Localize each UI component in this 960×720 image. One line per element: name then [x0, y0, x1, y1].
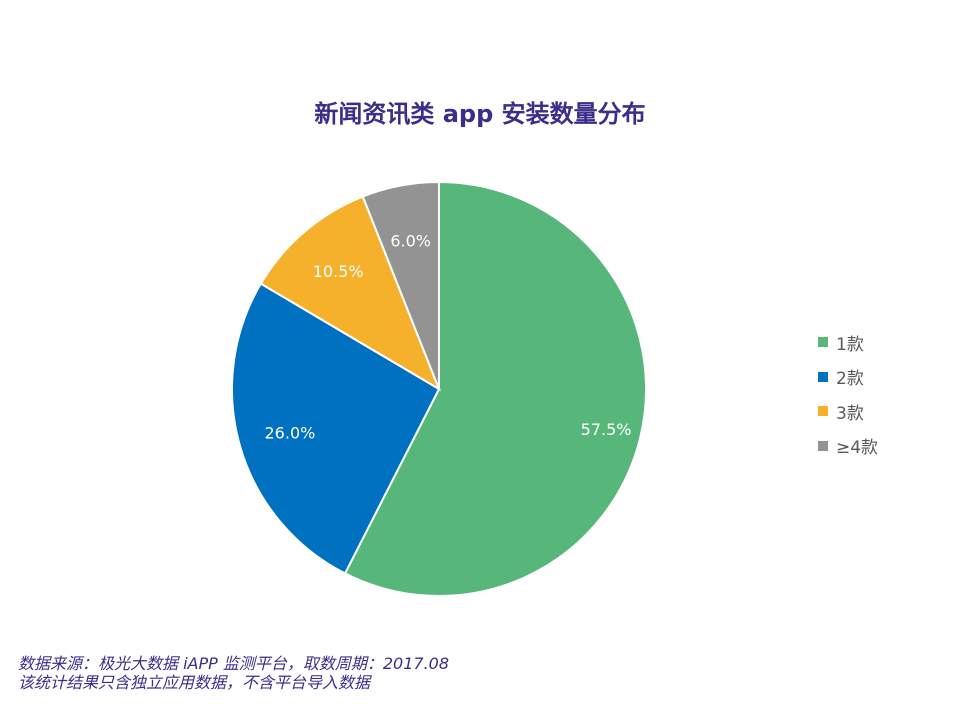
legend-swatch: [818, 337, 828, 348]
legend-swatch: [818, 406, 828, 417]
legend-label: 2款: [836, 369, 864, 390]
data-label: 6.0%: [390, 232, 431, 251]
legend-item: 3款: [818, 394, 878, 429]
legend-label: 1款: [836, 334, 864, 355]
data-label: 10.5%: [313, 262, 364, 281]
footer-note: 数据来源：极光大数据 iAPP 监测平台，取数周期：2017.08 该统计结果只…: [18, 654, 449, 692]
pie-slice-4: [361, 180, 440, 390]
pie-slice-1: [343, 180, 647, 597]
legend: 1款 2款 3款 ≥4款: [818, 325, 878, 463]
footer-source: 数据来源：极光大数据 iAPP 监测平台，取数周期：2017.08: [18, 654, 450, 673]
chart-title: 新闻资讯类 app 安装数量分布: [314, 100, 646, 128]
pie-slice-3: [259, 195, 442, 392]
legend-swatch: [818, 371, 828, 382]
data-label: 26.0%: [265, 423, 316, 442]
data-label: 57.5%: [581, 420, 632, 439]
legend-label: ≥4款: [836, 438, 879, 459]
legend-item: 1款: [818, 325, 878, 360]
legend-item: ≥4款: [818, 429, 878, 464]
legend-item: 2款: [818, 360, 878, 395]
pie-slice-2: [231, 282, 441, 575]
legend-swatch: [818, 440, 828, 451]
legend-label: 3款: [836, 403, 864, 424]
footer-disclaimer: 该统计结果只含独立应用数据，不含平台导入数据: [18, 673, 371, 692]
